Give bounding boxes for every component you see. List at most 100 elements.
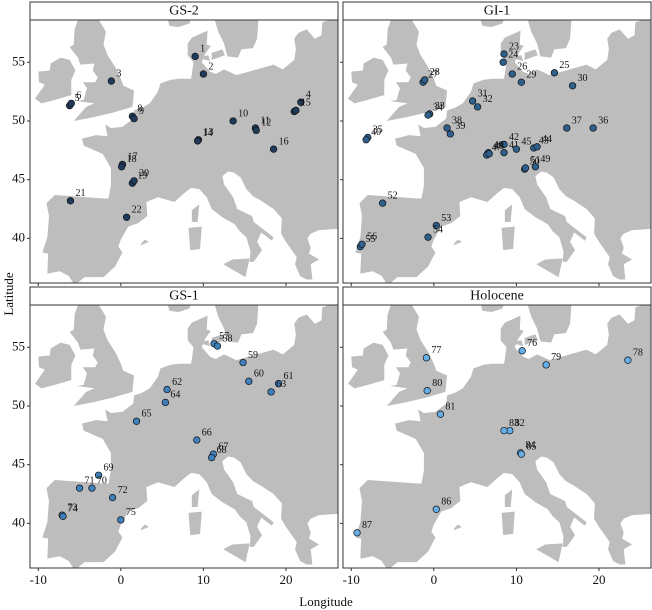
site-point <box>378 199 387 207</box>
site-point <box>132 417 141 425</box>
site-point <box>130 114 138 123</box>
site-label: 26 <box>517 61 527 72</box>
site-point <box>518 347 526 355</box>
site-label: 47 <box>492 142 502 153</box>
site-label: 33 <box>435 101 445 112</box>
site-point <box>517 450 526 458</box>
site-label: 16 <box>279 136 289 147</box>
site-label: 23 <box>509 41 519 52</box>
site-label: 51 <box>530 155 540 166</box>
site-label: 63 <box>276 379 286 390</box>
site-label: 77 <box>431 345 441 356</box>
y-tick-label: 40 <box>12 229 25 244</box>
site-label: 18 <box>127 154 137 165</box>
site-label: 50 <box>530 156 540 167</box>
site-label: 84 <box>526 440 536 451</box>
site-point <box>473 103 482 111</box>
strip-title: GS-1 <box>169 289 199 304</box>
x-tick-label: 0 <box>118 572 125 587</box>
strip <box>342 286 652 306</box>
site-label: 82 <box>515 418 525 429</box>
strip-title: GS-2 <box>169 4 199 19</box>
site-point <box>122 213 131 221</box>
site-label: 11 <box>260 115 270 126</box>
site-label: 52 <box>388 190 398 201</box>
site-point <box>422 354 431 362</box>
site-label: 42 <box>509 132 519 143</box>
x-tick-label: 0 <box>431 572 438 587</box>
site-label: 2 <box>208 61 213 72</box>
site-label: 55 <box>365 234 375 245</box>
x-tick-label: -10 <box>343 572 360 587</box>
site-label: 85 <box>526 441 536 452</box>
site-point <box>67 99 75 108</box>
site-point <box>191 52 199 61</box>
site-label: 86 <box>441 497 451 508</box>
site-point <box>88 484 96 492</box>
site-label: 37 <box>572 115 582 126</box>
site-point <box>533 143 541 151</box>
site-label: 34 <box>433 102 443 113</box>
strip <box>342 1 652 21</box>
site-label: 78 <box>633 347 643 358</box>
site-label: 72 <box>118 485 128 496</box>
site-label: 28 <box>430 67 440 78</box>
site-label: 9 <box>139 106 144 117</box>
site-point <box>239 358 247 367</box>
site-label: 65 <box>142 409 152 420</box>
site-point <box>199 70 208 78</box>
site-point <box>108 493 117 502</box>
site-label: 6 <box>76 91 81 102</box>
site-label: 57 <box>219 331 229 342</box>
site-point <box>499 58 507 66</box>
strip-title: GI-1 <box>484 4 510 19</box>
site-point <box>193 436 201 444</box>
site-point <box>485 150 493 158</box>
site-label: 46 <box>493 140 503 151</box>
site-label: 64 <box>170 390 180 401</box>
site-point <box>432 221 440 230</box>
site-point <box>292 106 300 115</box>
site-label: 24 <box>508 50 518 61</box>
site-label: 3 <box>116 68 121 79</box>
site-point <box>424 233 432 241</box>
site-point <box>624 356 632 364</box>
y-tick-label: 55 <box>12 338 25 353</box>
site-label: 69 <box>104 463 114 474</box>
site-label: 32 <box>483 94 493 105</box>
site-point <box>512 145 521 153</box>
site-label: 87 <box>362 520 372 531</box>
site-point <box>446 130 454 138</box>
site-label: 49 <box>540 154 550 165</box>
site-label: 54 <box>433 225 443 236</box>
site-label: 20 <box>139 168 149 179</box>
site-label: 36 <box>598 115 608 126</box>
site-label: 27 <box>428 70 438 81</box>
x-axis-label: Longitude <box>299 594 353 609</box>
site-label: 53 <box>441 213 451 224</box>
site-label: 12 <box>261 118 271 129</box>
strip <box>29 1 339 21</box>
site-point <box>424 111 432 119</box>
x-tick-label: 10 <box>197 572 210 587</box>
site-point <box>358 240 366 248</box>
site-point <box>213 342 222 350</box>
strip <box>29 286 339 306</box>
site-label: 40 <box>371 127 381 138</box>
site-label: 43 <box>539 135 549 146</box>
site-label: 75 <box>126 507 136 518</box>
x-tick-label: 10 <box>510 572 523 587</box>
x-tick-label: 20 <box>592 572 605 587</box>
site-label: 39 <box>455 121 465 132</box>
site-label: 7 <box>299 99 304 110</box>
site-point <box>193 137 202 145</box>
site-label: 1 <box>200 44 205 55</box>
site-point <box>500 426 508 435</box>
y-tick-label: 40 <box>12 514 25 529</box>
site-label: 74 <box>68 504 78 515</box>
site-point <box>500 140 508 149</box>
site-point <box>521 164 530 172</box>
